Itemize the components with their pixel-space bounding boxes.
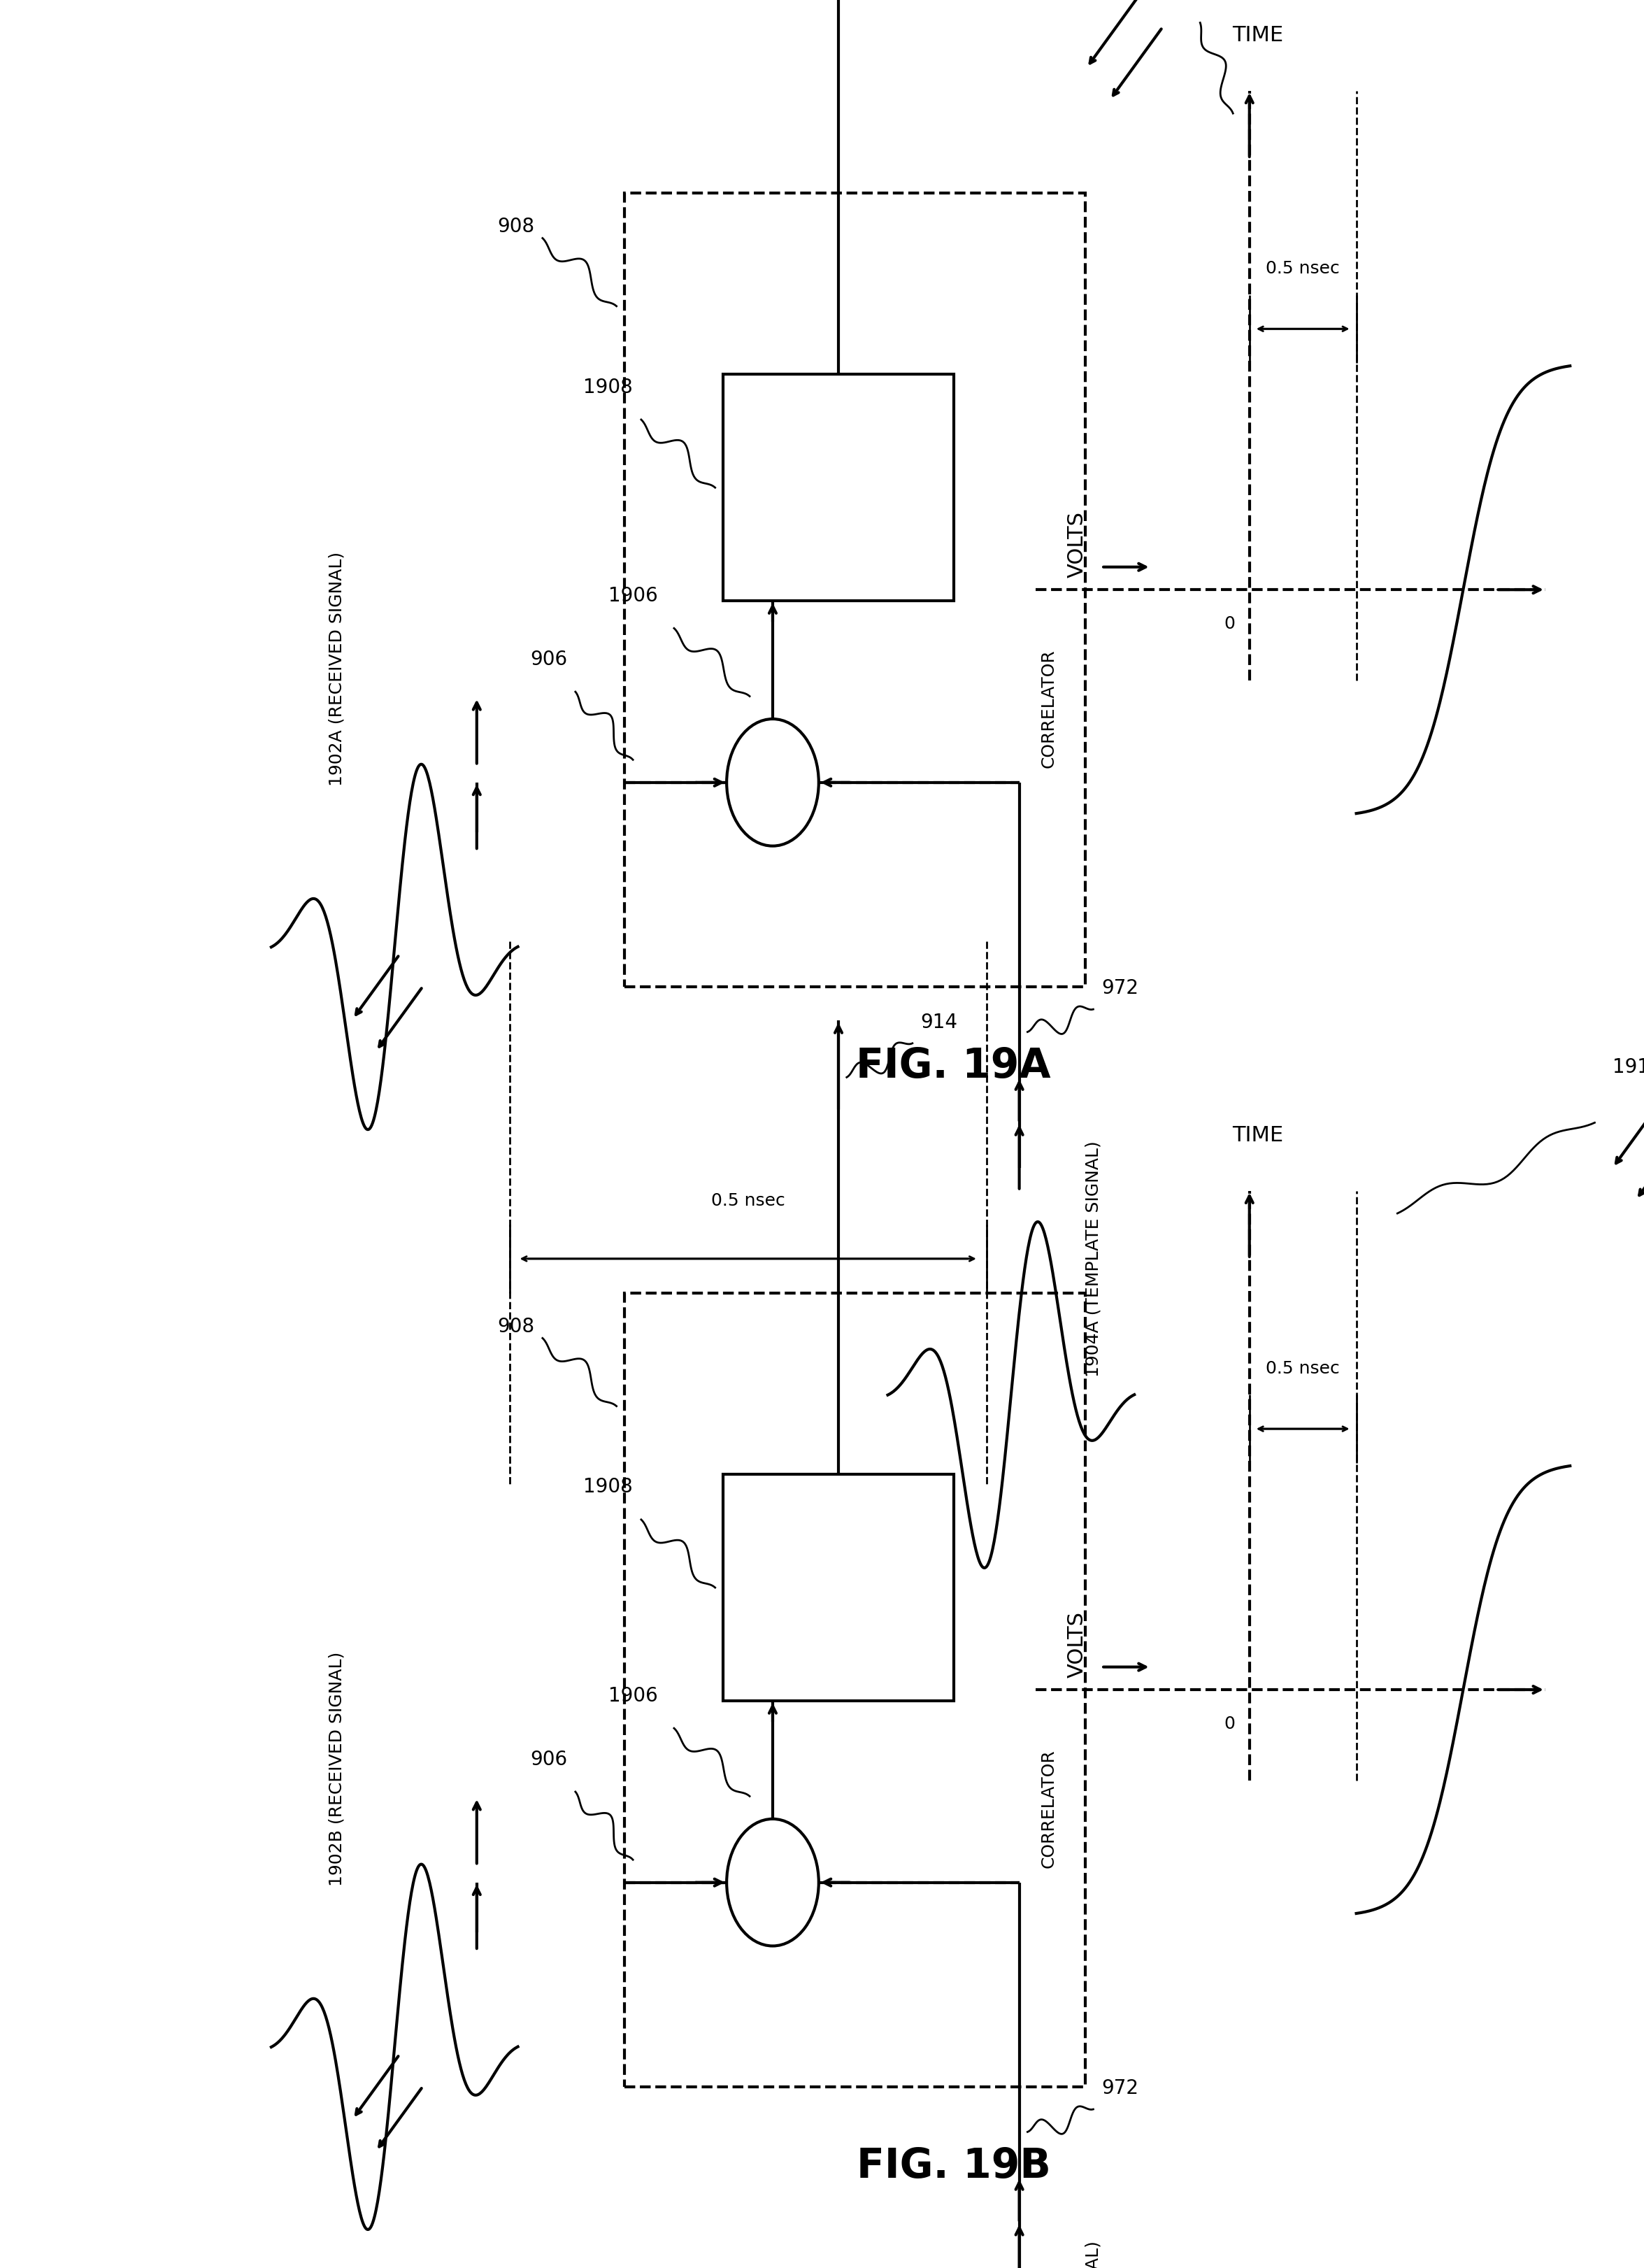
Text: 0: 0 bbox=[1225, 1715, 1235, 1733]
Text: 0.5 nsec: 0.5 nsec bbox=[712, 1193, 784, 1209]
Text: TIME: TIME bbox=[1231, 25, 1284, 45]
Text: FIG. 19B: FIG. 19B bbox=[857, 2146, 1051, 2186]
Bar bbox=[723, 1474, 954, 1701]
Bar bbox=[625, 193, 1085, 987]
Circle shape bbox=[727, 1819, 819, 1946]
Text: 1910B: 1910B bbox=[1613, 1057, 1644, 1077]
Text: CORRELATOR: CORRELATOR bbox=[1041, 1749, 1057, 1869]
Text: 1904B (TEMPLATE SIGNAL): 1904B (TEMPLATE SIGNAL) bbox=[1085, 2241, 1101, 2268]
Text: INTEGRATOR: INTEGRATOR bbox=[783, 1624, 894, 1642]
Text: INTEGRATOR: INTEGRATOR bbox=[783, 524, 894, 542]
Text: 906: 906 bbox=[529, 649, 567, 669]
Text: 1908: 1908 bbox=[584, 376, 633, 397]
Text: CORRELATOR: CORRELATOR bbox=[1041, 649, 1057, 769]
Text: 908: 908 bbox=[496, 1318, 534, 1336]
Text: 908: 908 bbox=[496, 218, 534, 236]
Text: 0.5 nsec: 0.5 nsec bbox=[1266, 261, 1340, 277]
Text: 972: 972 bbox=[1101, 978, 1139, 998]
Text: VOLTS: VOLTS bbox=[1067, 510, 1087, 578]
Text: VOLTS: VOLTS bbox=[1067, 1610, 1087, 1678]
Bar bbox=[625, 1293, 1085, 2087]
Text: 1906: 1906 bbox=[608, 1685, 658, 1706]
Bar bbox=[723, 374, 954, 601]
Text: PULSE: PULSE bbox=[810, 451, 866, 469]
Text: 1904A (TEMPLATE SIGNAL): 1904A (TEMPLATE SIGNAL) bbox=[1085, 1141, 1101, 1377]
Text: 0: 0 bbox=[1225, 615, 1235, 633]
Text: FIG. 19A: FIG. 19A bbox=[857, 1046, 1051, 1086]
Text: 972: 972 bbox=[1101, 2077, 1139, 2098]
Text: 1902B (RECEIVED SIGNAL): 1902B (RECEIVED SIGNAL) bbox=[329, 1651, 345, 1887]
Text: PULSE: PULSE bbox=[810, 1551, 866, 1569]
Text: 906: 906 bbox=[529, 1749, 567, 1769]
Text: 1908: 1908 bbox=[584, 1476, 633, 1497]
Text: TIME: TIME bbox=[1231, 1125, 1284, 1145]
Text: 1906: 1906 bbox=[608, 585, 658, 606]
Circle shape bbox=[727, 719, 819, 846]
Text: 914: 914 bbox=[921, 1012, 958, 1032]
Text: 1902A (RECEIVED SIGNAL): 1902A (RECEIVED SIGNAL) bbox=[329, 551, 345, 787]
Text: 0.5 nsec: 0.5 nsec bbox=[1266, 1361, 1340, 1377]
